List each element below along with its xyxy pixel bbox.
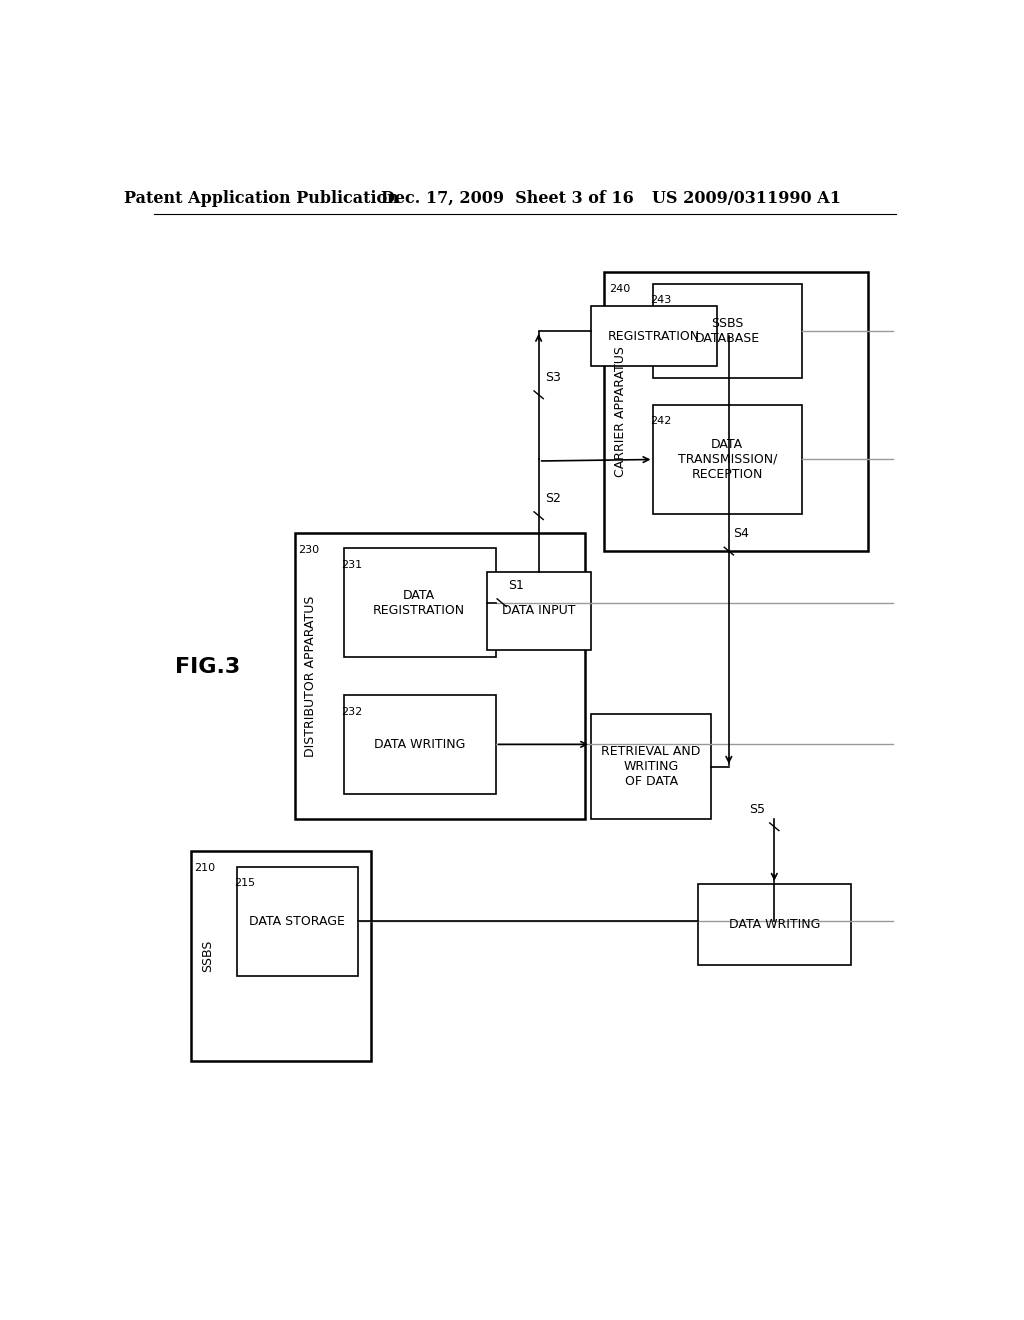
Text: 243: 243 xyxy=(650,296,672,305)
Text: 242: 242 xyxy=(650,416,672,426)
Text: Dec. 17, 2009  Sheet 3 of 16: Dec. 17, 2009 Sheet 3 of 16 xyxy=(382,190,634,207)
Bar xyxy=(344,548,496,657)
Bar xyxy=(487,572,591,649)
Bar xyxy=(653,405,802,515)
Text: DATA INPUT: DATA INPUT xyxy=(502,603,575,616)
Text: DATA WRITING: DATA WRITING xyxy=(729,917,820,931)
Text: DATA STORAGE: DATA STORAGE xyxy=(249,915,345,928)
Text: DISTRIBUTOR APPARATUS: DISTRIBUTOR APPARATUS xyxy=(304,595,317,756)
Text: REGISTRATION: REGISTRATION xyxy=(608,330,700,343)
Text: 240: 240 xyxy=(608,284,630,294)
Text: DATA
TRANSMISSION/
RECEPTION: DATA TRANSMISSION/ RECEPTION xyxy=(678,438,777,480)
Text: US 2009/0311990 A1: US 2009/0311990 A1 xyxy=(652,190,841,207)
Text: 230: 230 xyxy=(298,545,319,554)
Bar xyxy=(237,867,357,977)
Text: S2: S2 xyxy=(545,492,561,506)
Bar xyxy=(344,696,496,793)
Bar xyxy=(591,714,711,818)
Text: SSBS
DATABASE: SSBS DATABASE xyxy=(694,317,760,345)
Bar xyxy=(190,851,371,1061)
Text: 210: 210 xyxy=(195,863,216,873)
Text: S4: S4 xyxy=(733,527,749,540)
Text: S1: S1 xyxy=(508,579,523,591)
Text: CARRIER APPARATUS: CARRIER APPARATUS xyxy=(613,346,627,477)
Bar xyxy=(698,884,851,965)
Text: S5: S5 xyxy=(749,803,765,816)
Text: 215: 215 xyxy=(233,878,255,888)
Bar xyxy=(591,306,717,367)
Text: S3: S3 xyxy=(545,371,561,384)
Text: RETRIEVAL AND
WRITING
OF DATA: RETRIEVAL AND WRITING OF DATA xyxy=(601,746,700,788)
Text: FIG.3: FIG.3 xyxy=(175,656,241,677)
Bar xyxy=(653,284,802,378)
Text: 232: 232 xyxy=(341,706,362,717)
Bar xyxy=(604,272,868,552)
Text: DATA
REGISTRATION: DATA REGISTRATION xyxy=(373,589,465,616)
Text: SSBS: SSBS xyxy=(201,940,214,973)
Text: DATA WRITING: DATA WRITING xyxy=(374,738,465,751)
Text: Patent Application Publication: Patent Application Publication xyxy=(124,190,398,207)
Bar xyxy=(295,533,585,818)
Text: 231: 231 xyxy=(341,560,361,569)
